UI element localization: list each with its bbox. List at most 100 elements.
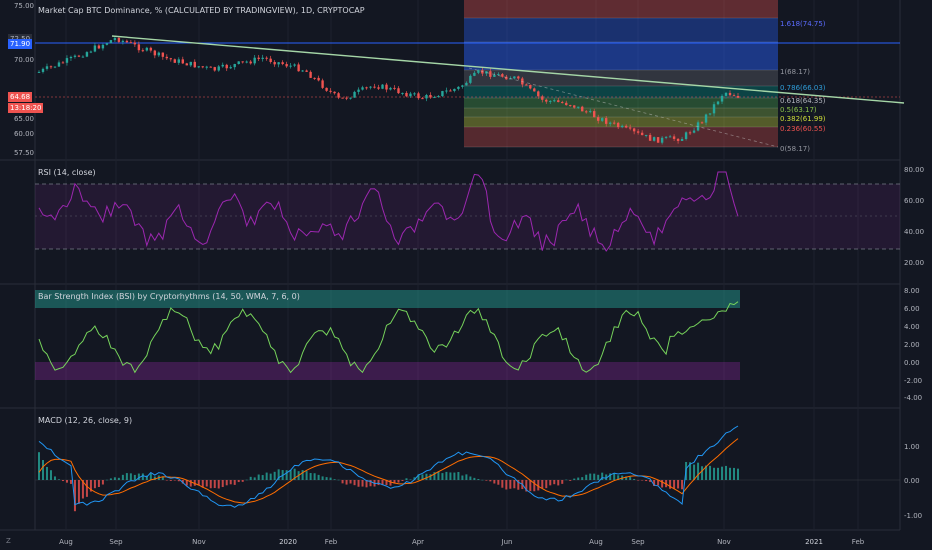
candle-body xyxy=(477,70,480,73)
candle-body xyxy=(549,100,552,102)
macd-histogram-bar xyxy=(61,480,64,482)
candle-body xyxy=(513,76,516,79)
macd-histogram-bar xyxy=(501,480,504,488)
candle-body xyxy=(417,93,420,99)
macd-histogram-bar xyxy=(681,480,684,490)
rsi-y-60: 60.00 xyxy=(904,197,925,205)
timezone-button[interactable]: Z xyxy=(6,537,11,545)
y-label-70: 70.00 xyxy=(13,56,34,64)
macd-histogram-bar xyxy=(193,480,196,486)
candle-body xyxy=(41,68,45,72)
macd-histogram-bar xyxy=(133,474,136,480)
macd-histogram-bar xyxy=(409,479,412,481)
candle-body xyxy=(197,66,200,68)
macd-histogram-bar xyxy=(73,480,76,512)
candle-body xyxy=(285,64,288,67)
fib-label-1: 1(68.17) xyxy=(780,68,810,76)
macd-histogram-bar xyxy=(485,480,488,481)
bsi-lower-zone xyxy=(35,362,740,380)
candle-body xyxy=(221,64,224,67)
candle-body xyxy=(465,82,468,86)
macd-histogram-bar xyxy=(177,480,180,482)
macd-histogram-bar xyxy=(153,476,156,480)
candle-body xyxy=(720,95,724,102)
macd-histogram-bar xyxy=(301,470,304,480)
macd-histogram-bar xyxy=(585,474,588,480)
bsi-y-6: 6.00 xyxy=(904,305,920,313)
candle-body xyxy=(680,138,684,141)
bsi-line xyxy=(38,301,739,374)
bsi-y-4: 4.00 xyxy=(904,323,920,331)
x-label-sep-2: Sep xyxy=(631,538,645,546)
candle-body xyxy=(373,86,376,88)
rsi-line xyxy=(38,171,739,252)
macd-histogram-bar xyxy=(125,473,128,480)
macd-histogram-bar xyxy=(637,480,640,481)
macd-histogram-bar xyxy=(417,474,420,480)
bsi-y-8: 8.00 xyxy=(904,287,920,295)
macd-histogram-bar xyxy=(565,479,568,481)
candle-body xyxy=(600,118,604,121)
candle-body xyxy=(185,63,188,66)
macd-histogram-bar xyxy=(313,473,316,480)
candle-body xyxy=(249,61,252,64)
candle-body xyxy=(277,62,280,65)
candle-body xyxy=(565,102,568,106)
macd-histogram-bar xyxy=(629,476,632,480)
candle-body xyxy=(381,84,384,89)
candle-body xyxy=(93,45,97,52)
candle-body xyxy=(261,57,264,59)
fib-zone-1 xyxy=(464,18,778,42)
candle-body xyxy=(581,106,584,112)
macd-histogram-bar xyxy=(729,467,732,480)
x-label-feb-2: Feb xyxy=(851,538,865,546)
candle-body xyxy=(652,137,656,141)
macd-histogram-bar xyxy=(461,475,464,480)
candle-body xyxy=(317,77,320,81)
candle-body xyxy=(37,71,41,73)
candle-body xyxy=(345,97,348,99)
candle-body xyxy=(369,86,372,88)
macd-histogram-bar xyxy=(505,480,508,490)
macd-histogram-bar xyxy=(369,480,372,487)
macd-histogram-bar xyxy=(625,476,628,480)
macd-histogram-bar xyxy=(701,466,704,480)
candle-body xyxy=(389,87,392,90)
fib-label-0382: 0.382(61.99) xyxy=(780,115,826,123)
macd-histogram-bar xyxy=(713,467,716,480)
candle-body xyxy=(269,58,272,63)
candle-body xyxy=(385,84,388,90)
candle-body xyxy=(736,95,740,98)
candle-body xyxy=(481,70,484,74)
fib-zone-2 xyxy=(464,42,778,70)
rsi-y-80: 80.00 xyxy=(904,166,925,174)
macd-histogram-bar xyxy=(77,480,80,504)
macd-histogram-bar xyxy=(497,480,500,485)
macd-histogram-bar xyxy=(385,480,388,486)
candle-body xyxy=(125,40,129,43)
candle-body xyxy=(157,52,161,56)
candle-body xyxy=(589,111,592,113)
candle-body xyxy=(449,90,452,92)
macd-histogram-bar xyxy=(633,478,636,480)
candle-body xyxy=(569,105,572,107)
candle-body xyxy=(644,134,648,136)
fib-trend-dashed xyxy=(468,67,779,148)
candle-body xyxy=(604,118,608,124)
macd-histogram-bar xyxy=(601,472,604,480)
candle-body xyxy=(616,122,620,128)
macd-histogram-bar xyxy=(265,472,268,480)
fib-zone-6 xyxy=(464,108,778,117)
macd-histogram-bar xyxy=(477,478,480,480)
candle-body xyxy=(708,113,712,115)
macd-histogram-bar xyxy=(45,466,48,480)
candle-body xyxy=(145,47,149,51)
bsi-upper-zone xyxy=(35,290,740,308)
macd-histogram-bar xyxy=(421,474,424,480)
candle-body xyxy=(648,134,652,141)
candle-body xyxy=(205,66,208,68)
macd-histogram-bar xyxy=(549,480,552,486)
macd-histogram-bar xyxy=(649,480,652,482)
candle-body xyxy=(640,132,644,136)
